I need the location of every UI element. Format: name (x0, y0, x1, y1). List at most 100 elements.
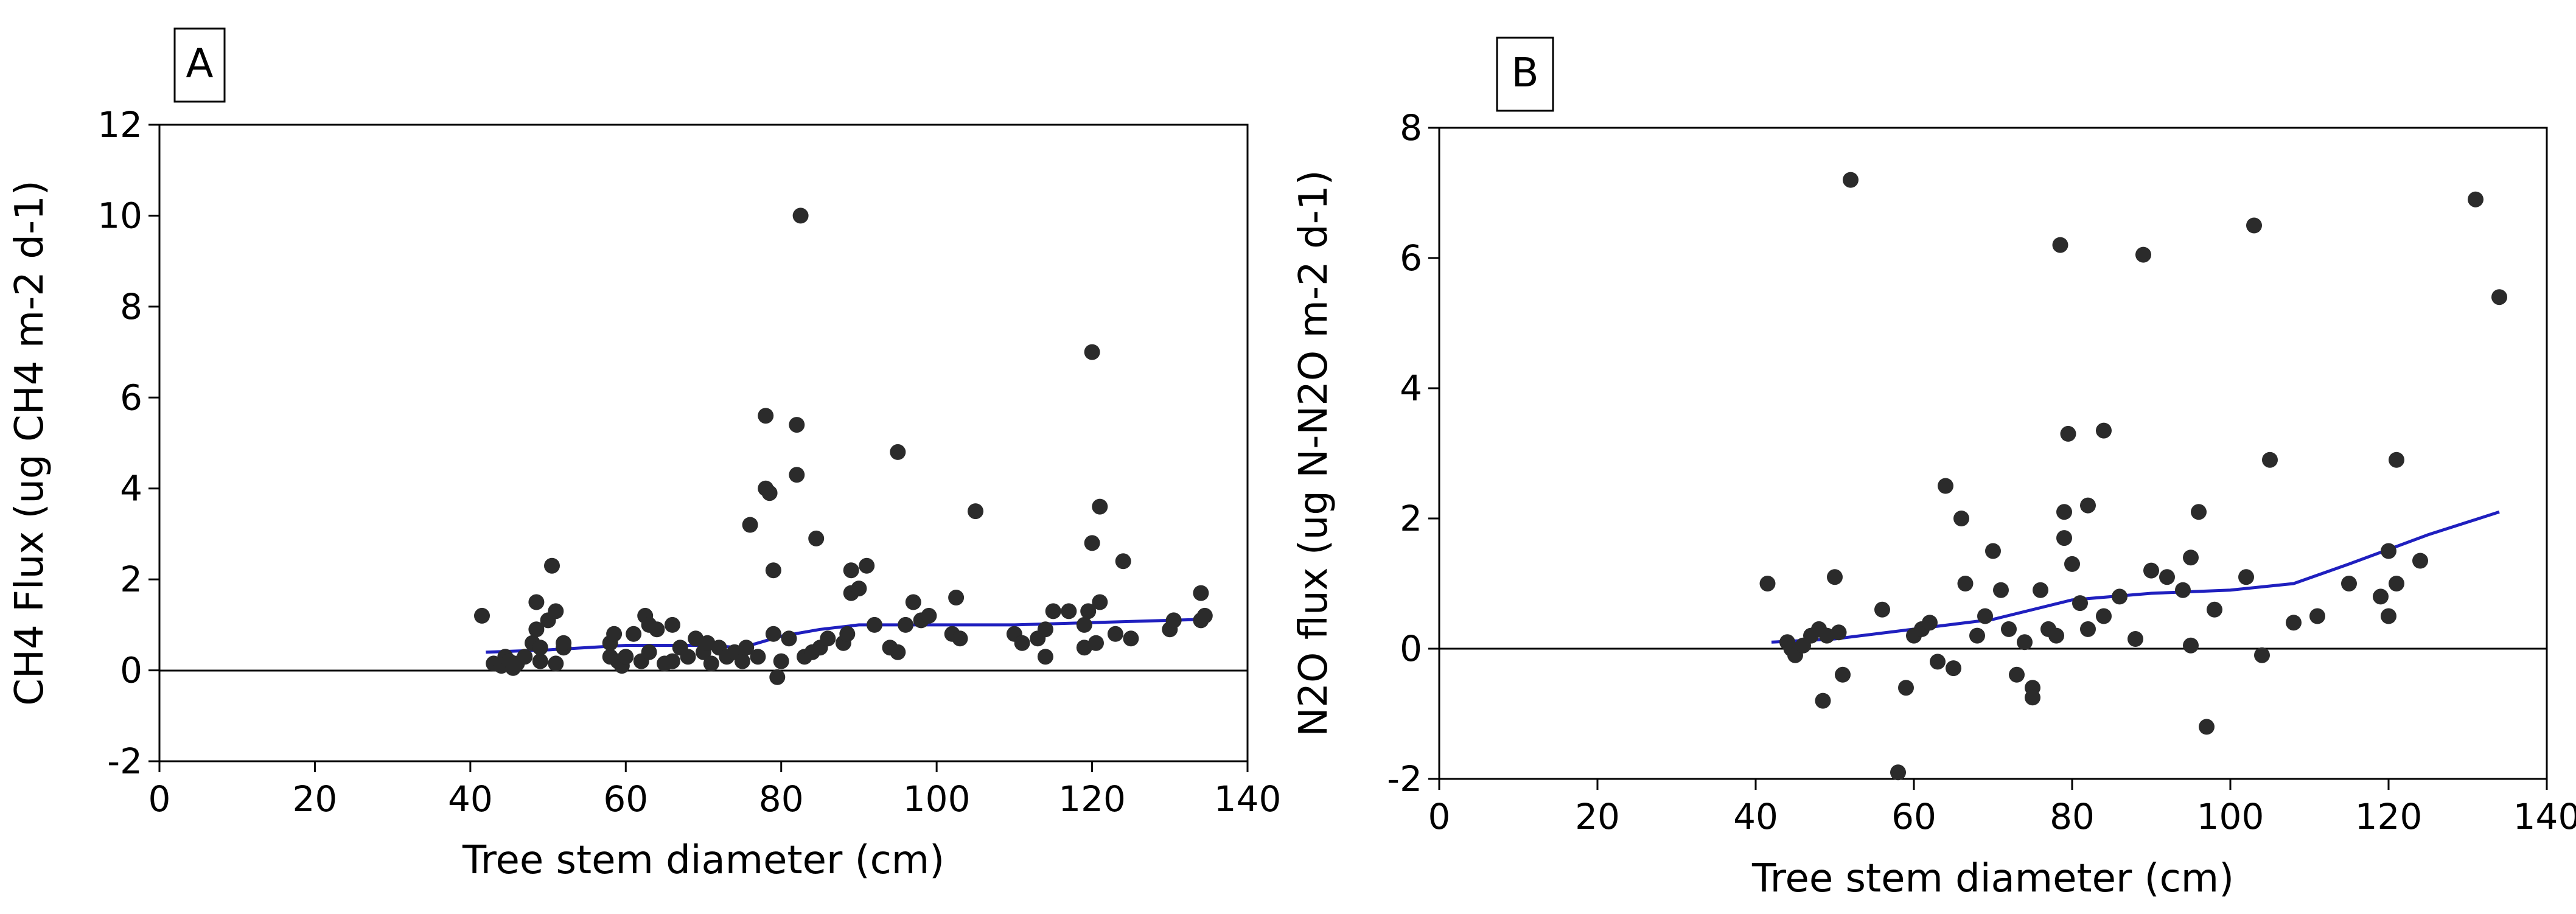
plot-a-data-point (792, 208, 809, 224)
plot-a-data-point (765, 626, 781, 642)
plot-a-data-point (548, 655, 564, 672)
plot-a-data-point (1061, 603, 1077, 619)
panel-a-label: A (186, 40, 213, 87)
plot-a-data-point (1092, 594, 1108, 610)
plot-b-data-point (2135, 246, 2151, 263)
plot-b-data-point (2175, 582, 2191, 598)
plot-b-data-point (2341, 576, 2357, 591)
plot-a-data-point (528, 594, 545, 610)
plot-b-x-axis-label: Tree stem diameter (cm) (1751, 856, 2234, 901)
plot-a-data-point (750, 649, 766, 665)
plot-b-data-point (2096, 608, 2112, 624)
plot-a-data-point (1014, 635, 1030, 651)
plot-a-data-point (1045, 603, 1061, 619)
plot-a-x-tick-label: 120 (1058, 778, 1126, 820)
plot-a-data-point (680, 649, 696, 665)
plot-b-data-point (2246, 217, 2262, 234)
plot-b-data-point (1890, 764, 1906, 781)
plot-b-x-tick-label: 80 (2050, 796, 2095, 837)
plot-b-data-point (2127, 631, 2143, 647)
plot-b-data-point (1953, 511, 1969, 526)
plot-a-data-point (532, 640, 548, 656)
plot-b-data-point (2262, 452, 2278, 468)
plot-a-data-point (968, 503, 983, 520)
plot-a-data-point (890, 644, 906, 660)
plot-a-y-tick-label: 12 (97, 104, 142, 145)
plot-b-data-point (1874, 601, 1890, 618)
plot-a-data-point (1123, 630, 1139, 647)
plot-a-y-tick-label: 0 (120, 650, 142, 691)
plot-b-data-point (2080, 621, 2096, 637)
plot-a-data-point (765, 562, 781, 579)
plot-b-data-point (2389, 576, 2404, 591)
plot-a-data-point (641, 644, 657, 660)
plot-b-data-point (2199, 719, 2215, 735)
plot-b-data-point (1835, 666, 1851, 683)
plot-b-data-point (2373, 588, 2389, 605)
plot-b-data-point (1898, 680, 1914, 696)
plot-b-x-ticks: 0 20 40 60 80 100 120 140 (1428, 779, 2576, 837)
plot-b-data-point (2052, 237, 2068, 253)
plot-a-data-point (839, 626, 856, 642)
plot-a-data-point (544, 557, 560, 574)
plot-a-data-point (1084, 535, 1100, 551)
plot-a-data-point (769, 669, 786, 685)
plot-b-data-point (1985, 543, 2001, 559)
plot-b-y-ticks: -2 0 2 4 6 8 (1387, 107, 1439, 800)
plot-a-y-tick-label: -2 (107, 741, 142, 782)
plot-b-data-point (2412, 553, 2428, 569)
plot-b-data-point (2060, 425, 2076, 442)
plot-b-data-point (2112, 588, 2127, 605)
plot-b-data-point (1977, 608, 1993, 624)
plot-b-data-point (1922, 615, 1938, 631)
plot-b-data-point (2191, 504, 2207, 520)
plot-a-data-point (618, 649, 634, 665)
plot-b-x-tick-label: 40 (1733, 796, 1778, 837)
plot-a-y-ticks: -2 0 2 4 6 8 10 12 (97, 104, 159, 782)
plot-a-data-point (528, 621, 545, 638)
plot-b-x-tick-label: 140 (2513, 796, 2576, 837)
plot-a-data-point (703, 655, 719, 672)
plot-b-y-tick-label: 4 (1400, 368, 1422, 409)
plot-b-frame (1438, 127, 2548, 780)
plot-a-frame (158, 124, 1249, 762)
plot-a-data-point (517, 649, 533, 665)
plot-b-data-point (1819, 627, 1835, 644)
plot-a-data-point (548, 603, 564, 619)
plot-b-x-tick-label: 0 (1428, 796, 1451, 837)
plot-a-x-tick-label: 40 (448, 778, 493, 820)
plot-b-data-point (2309, 608, 2325, 624)
plot-a-x-tick-label: 20 (293, 778, 338, 820)
plot-a-data-point (738, 640, 755, 656)
plot-a-x-tick-label: 100 (903, 778, 971, 820)
plot-b-y-tick-label: 2 (1400, 498, 1422, 539)
plot-a-data-point (789, 467, 805, 483)
plot-a-x-tick-label: 140 (1214, 778, 1282, 820)
plot-b-data-point (1946, 660, 1961, 677)
plot-a-data-point (808, 530, 825, 546)
plot-a-x-tick-label: 0 (148, 778, 171, 820)
plot-b-data-point (2072, 595, 2088, 612)
plot-a-data-point (1076, 616, 1092, 633)
plot-a-data-point (890, 444, 906, 460)
plot-b-data-point (1938, 478, 1953, 494)
plot-b-data-point (1969, 627, 1985, 644)
plot-a-data-point (626, 626, 642, 642)
plot-a-data-point (1037, 621, 1053, 638)
plot-b-data-point (2009, 666, 2025, 683)
plot-a-data-point (556, 635, 572, 651)
plot-b-data-point (2001, 621, 2017, 637)
plot-b-data-point (2080, 497, 2096, 514)
plot-b-data-point (2064, 556, 2080, 572)
plot-b-data-point (2207, 601, 2222, 618)
plot-b-x-tick-label: 60 (1891, 796, 1936, 837)
plot-a-data-point (1084, 344, 1100, 360)
plot-a-data-point (905, 594, 921, 610)
plot-b-data-point (2017, 634, 2033, 651)
plot-b-data-point (2389, 452, 2404, 468)
plot-a-data-point (664, 616, 680, 633)
plot-a-x-axis-label: Tree stem diameter (cm) (462, 838, 944, 883)
plot-a-data-point (758, 408, 774, 424)
